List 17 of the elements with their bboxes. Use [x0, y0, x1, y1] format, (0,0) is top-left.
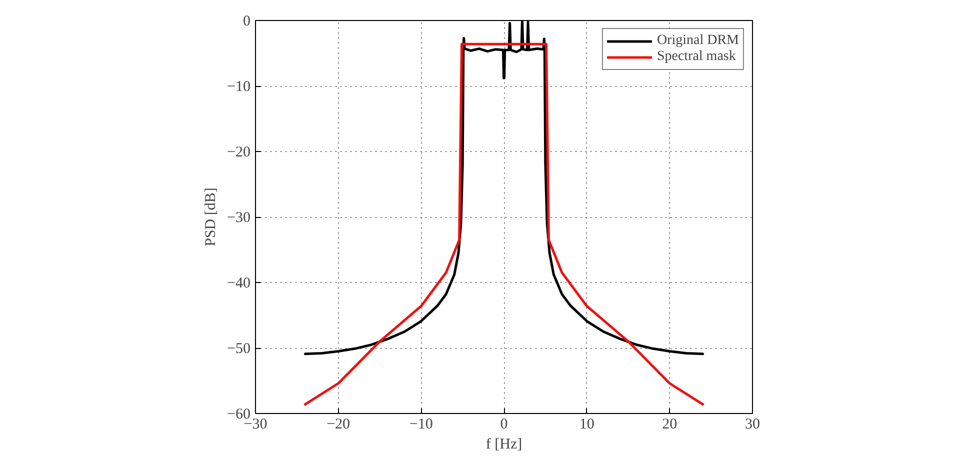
y-tick-label: −10 [227, 79, 251, 95]
x-axis-title: f [Hz] [486, 436, 522, 452]
y-tick-label: −20 [227, 144, 251, 160]
legend-label: Original DRM [656, 33, 739, 49]
y-tick-label: −50 [227, 341, 251, 357]
x-tick-label: −10 [409, 416, 433, 432]
x-tick-label: 20 [662, 416, 678, 432]
y-tick-label: −40 [227, 276, 251, 292]
x-tick-label: 0 [500, 416, 508, 432]
y-axis-title: PSD [dB] [203, 188, 220, 246]
x-tick-label: 30 [745, 416, 760, 432]
y-tick-label: −30 [227, 210, 251, 226]
y-tick-label: −60 [227, 406, 251, 422]
y-tick-label: 0 [243, 14, 250, 30]
legend-label: Spectral mask [656, 49, 736, 65]
x-tick-label: −20 [326, 416, 350, 432]
x-tick-label: 10 [579, 416, 594, 432]
